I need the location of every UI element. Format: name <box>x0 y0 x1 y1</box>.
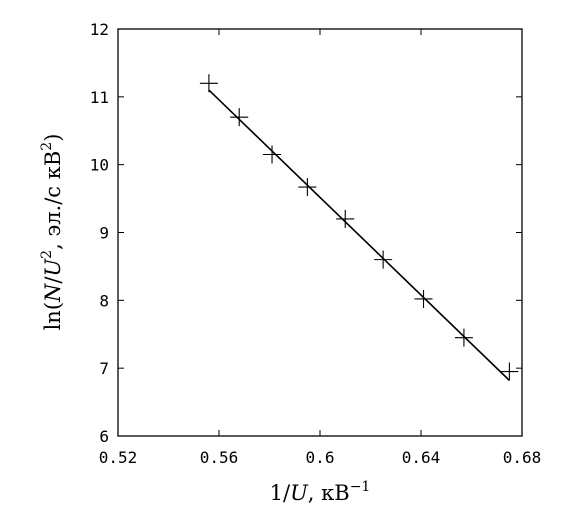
x-tick-label: 0.52 <box>99 448 138 467</box>
y-tick-label: 10 <box>90 156 109 175</box>
x-tick-label: 0.68 <box>503 448 542 467</box>
x-tick-label: 0.64 <box>402 448 441 467</box>
x-tick-label: 0.6 <box>306 448 335 467</box>
data-point <box>230 108 249 127</box>
fit-line <box>208 89 510 381</box>
y-tick-label: 8 <box>99 291 109 310</box>
data-point <box>500 362 519 381</box>
y-tick-label: 11 <box>90 88 109 107</box>
data-point <box>263 145 282 164</box>
x-axis-title: 1/U, кВ−1 <box>270 479 371 505</box>
y-tick-label: 12 <box>90 20 109 39</box>
y-tick-label: 7 <box>99 359 109 378</box>
data-point <box>199 74 218 93</box>
y-tick-label: 9 <box>99 224 109 243</box>
y-tick-label: 6 <box>99 427 109 446</box>
data-point <box>414 289 433 308</box>
data-marks <box>199 74 519 381</box>
data-point <box>454 328 473 347</box>
data-point <box>374 250 393 269</box>
axis-ticks <box>117 28 523 437</box>
axis-tick-labels: 0.52 0.56 0.6 0.64 0.68 6 7 8 9 10 11 12 <box>90 20 542 467</box>
data-point <box>298 178 317 197</box>
x-tick-label: 0.56 <box>200 448 239 467</box>
y-axis-title: ln(N/U2, эл./с кВ2) <box>39 134 65 331</box>
data-point <box>336 209 355 228</box>
plot-frame <box>117 28 523 437</box>
